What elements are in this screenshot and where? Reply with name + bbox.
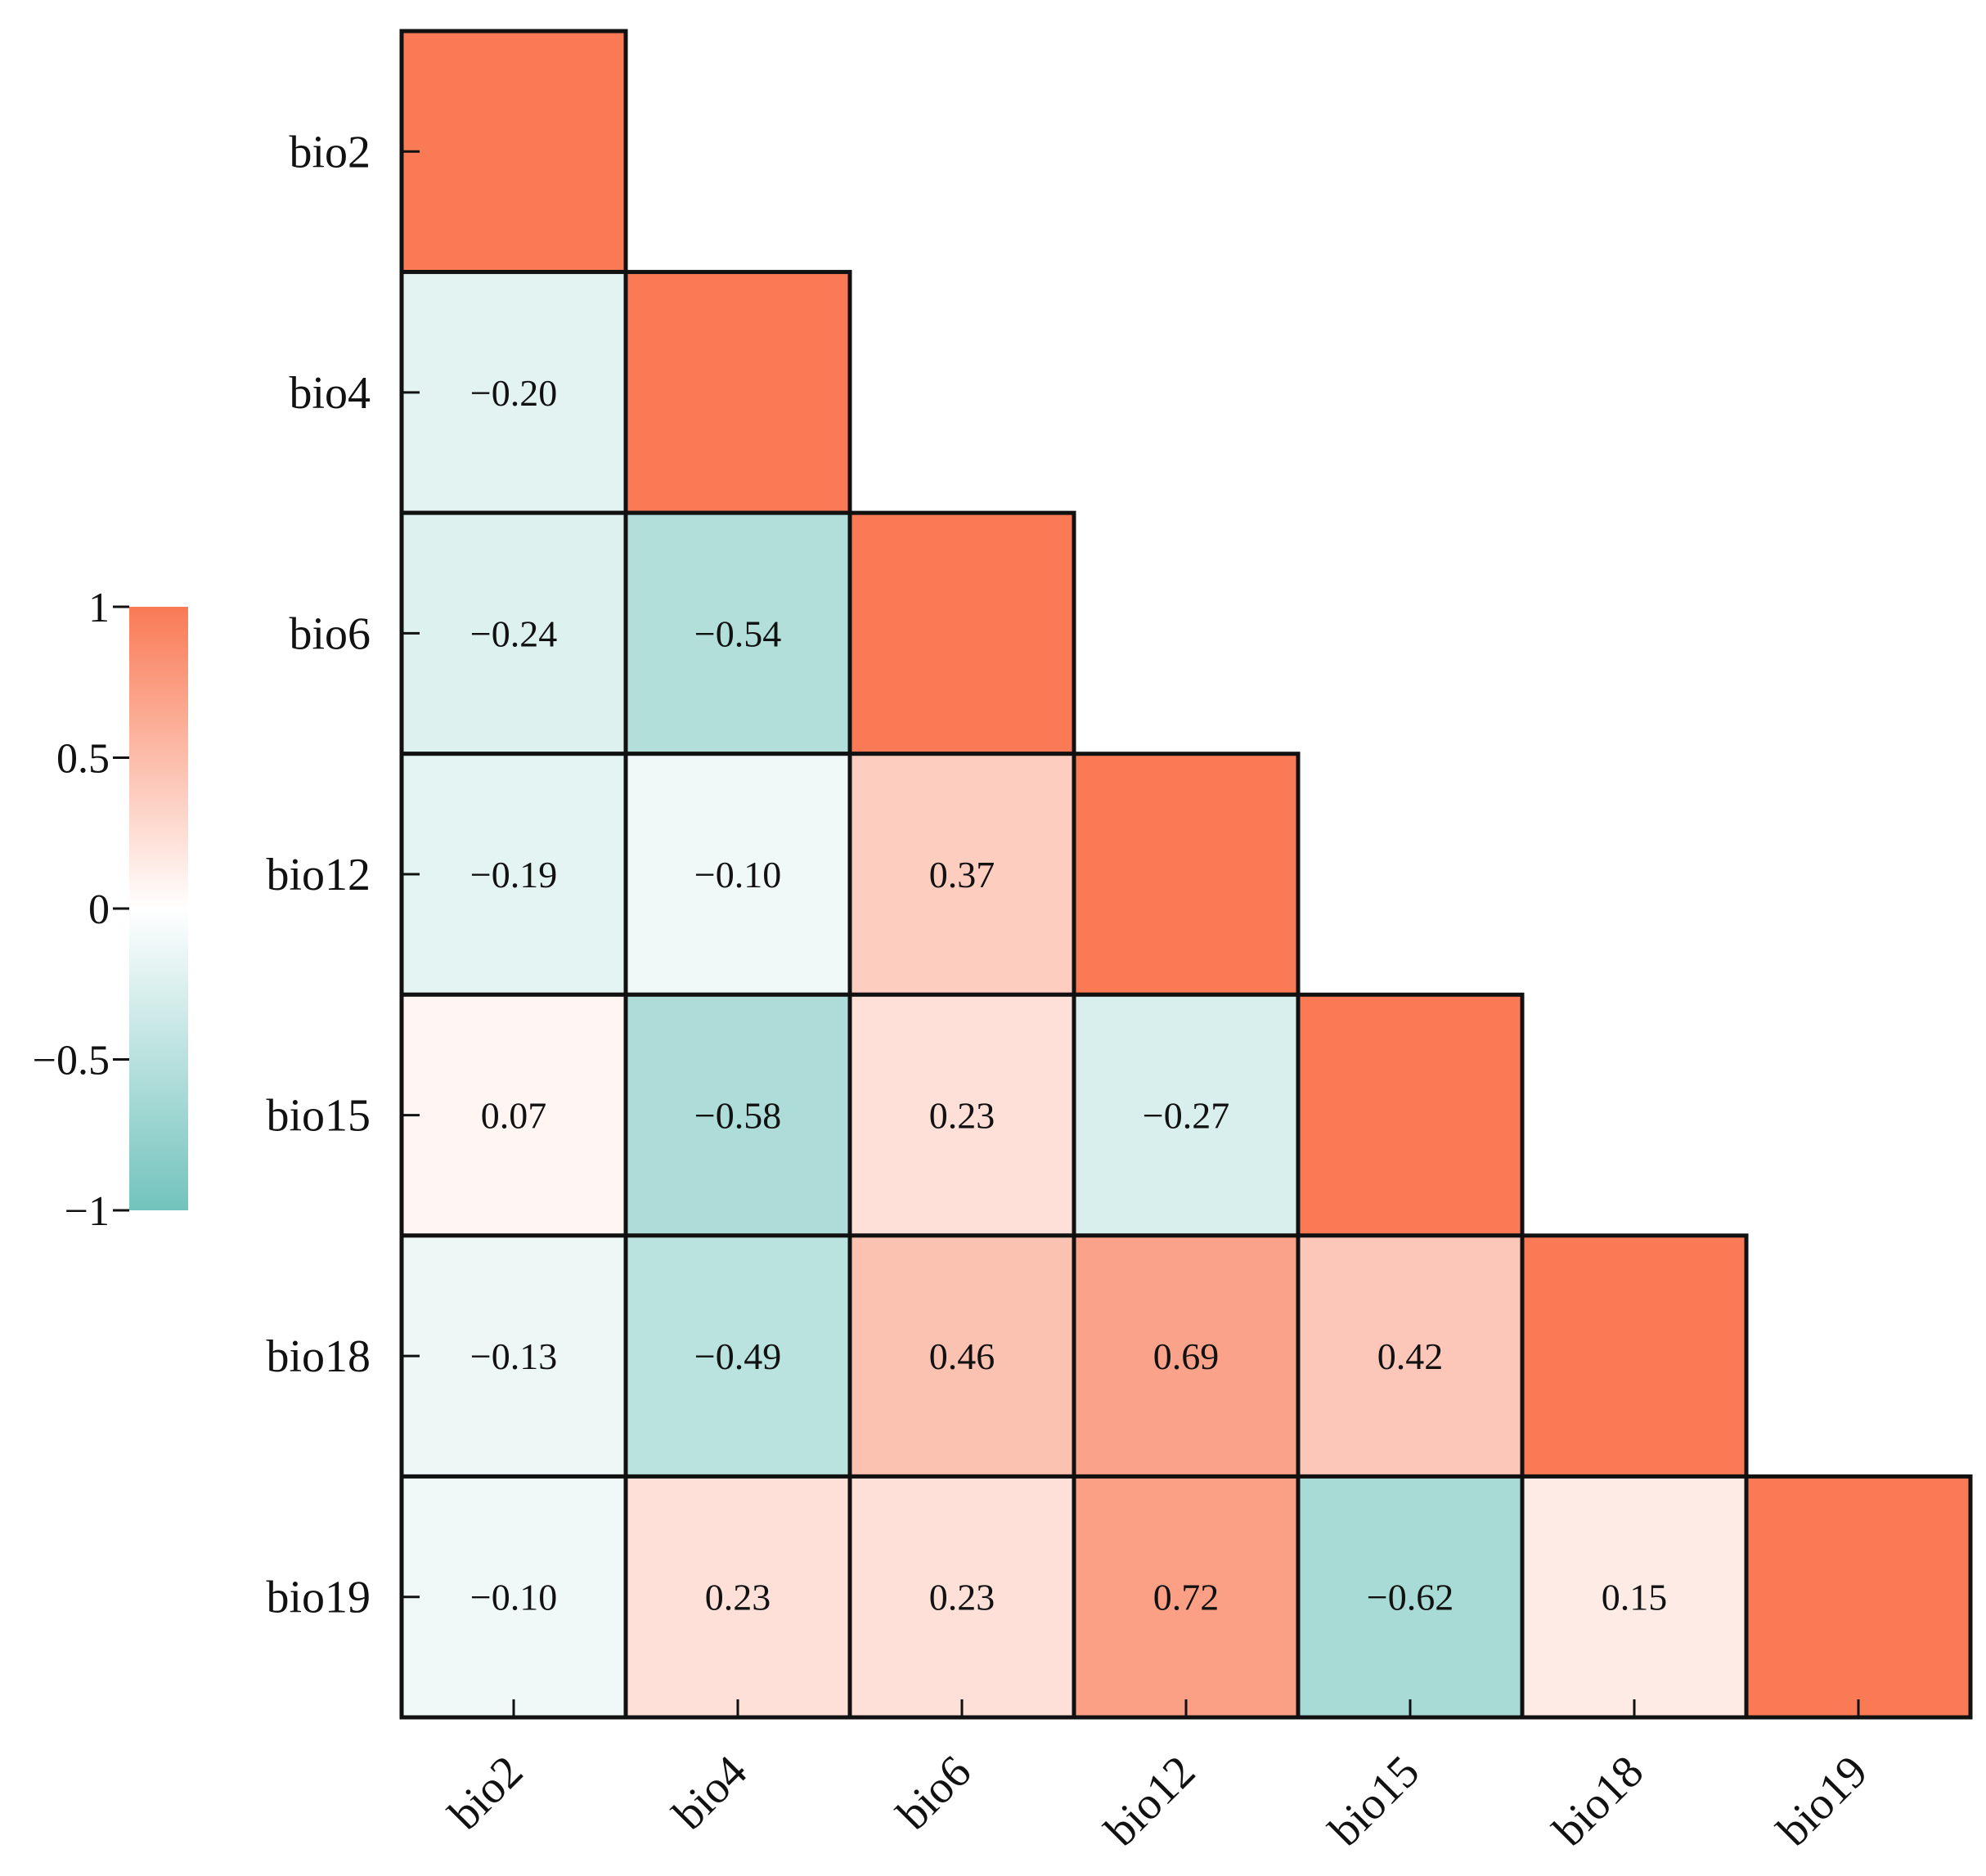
cell-value-label: 0.23: [929, 1577, 995, 1618]
heatmap-cell-bio4-bio2: [399, 270, 628, 515]
heatmap-cell-bio12-bio12: [1072, 752, 1301, 997]
heatmap-cell-bio15-bio6: [847, 992, 1076, 1238]
heatmap-cell-bio19-bio18: [1520, 1474, 1749, 1720]
colorbar-tick-label: 0: [88, 886, 110, 933]
y-tick-label-bio15: bio15: [266, 1091, 371, 1142]
cell-value-label: 0.15: [1602, 1577, 1668, 1618]
heatmap-cell-bio15-bio15: [1296, 992, 1525, 1238]
y-tick-label-bio6: bio6: [289, 608, 371, 659]
cell-value-label: −0.19: [470, 854, 557, 895]
heatmap-cell-bio12-bio4: [623, 752, 852, 997]
heatmap-cell-bio19-bio19: [1744, 1474, 1973, 1720]
cell-value-label: −0.54: [694, 613, 781, 654]
cell-value-label: −0.10: [470, 1577, 557, 1618]
heatmap-cell-bio6-bio6: [847, 510, 1076, 756]
heatmap-cell-bio18-bio18: [1520, 1233, 1749, 1479]
cell-value-label: 0.23: [705, 1577, 771, 1618]
y-tick-label-bio4: bio4: [289, 368, 371, 419]
cell-value-label: −0.20: [470, 372, 557, 414]
heatmap-cell-bio18-bio2: [399, 1233, 628, 1479]
cell-value-label: 0.72: [1153, 1577, 1220, 1618]
cell-value-label: 0.42: [1377, 1335, 1444, 1377]
x-tick-label-bio15: bio15: [1319, 1746, 1429, 1856]
heatmap-cell-bio19-bio15: [1296, 1474, 1525, 1720]
y-tick-label-bio12: bio12: [266, 850, 371, 900]
cell-value-label: 0.37: [929, 854, 995, 895]
heatmap-cell-bio19-bio12: [1072, 1474, 1301, 1720]
x-tick-label-bio2: bio2: [439, 1746, 532, 1839]
cell-value-label: 0.07: [481, 1095, 547, 1137]
heatmap-cell-bio19-bio4: [623, 1474, 852, 1720]
heatmap-cell-bio15-bio2: [399, 992, 628, 1238]
colorbar: 1 0.5 0 −0.5 −1: [33, 585, 188, 1235]
heatmap-cell-bio12-bio6: [847, 752, 1076, 997]
x-tick-label-bio18: bio18: [1543, 1746, 1653, 1856]
colorbar-tick-label: 0.5: [56, 736, 110, 783]
cell-value-label: −0.58: [694, 1095, 781, 1137]
colorbar-gradient: [129, 607, 188, 1210]
y-tick-label-bio19: bio19: [266, 1573, 371, 1623]
x-tick-label-bio6: bio6: [887, 1746, 981, 1839]
x-tick-label-bio12: bio12: [1095, 1746, 1205, 1856]
heatmap-cell-bio2-bio2: [399, 29, 628, 275]
heatmap-cell-bio18-bio15: [1296, 1233, 1525, 1479]
cell-value-label: −0.49: [694, 1335, 781, 1377]
heatmap-cell-bio4-bio4: [623, 270, 852, 515]
cell-value-label: −0.62: [1367, 1577, 1454, 1618]
heatmap-cell-bio19-bio2: [399, 1474, 628, 1720]
x-tick-label-bio19: bio19: [1768, 1746, 1877, 1856]
y-tick-label-bio2: bio2: [289, 127, 371, 177]
colorbar-tick-label: −0.5: [33, 1038, 110, 1084]
colorbar-tick-label: −1: [65, 1188, 110, 1235]
x-tick-label-bio4: bio4: [663, 1746, 757, 1839]
colorbar-tick-label: 1: [88, 585, 110, 631]
cell-value-label: 0.23: [929, 1095, 995, 1137]
cell-value-label: −0.27: [1143, 1095, 1229, 1137]
heatmap-cell-bio18-bio6: [847, 1233, 1076, 1479]
heatmap-cells: −0.20 −0.24 −0.54 −0.19 −0.10 0.37 0.07 −0.58 0.…: [399, 29, 1973, 1720]
cell-value-label: −0.24: [470, 613, 557, 654]
heatmap-cell-bio6-bio4: [623, 510, 852, 756]
cell-value-label: 0.46: [929, 1335, 995, 1377]
cell-value-label: −0.10: [694, 854, 781, 895]
cell-value-label: 0.69: [1153, 1335, 1220, 1377]
heatmap-cell-bio19-bio6: [847, 1474, 1076, 1720]
y-tick-label-bio18: bio18: [266, 1331, 371, 1382]
cell-value-label: −0.13: [470, 1335, 557, 1377]
